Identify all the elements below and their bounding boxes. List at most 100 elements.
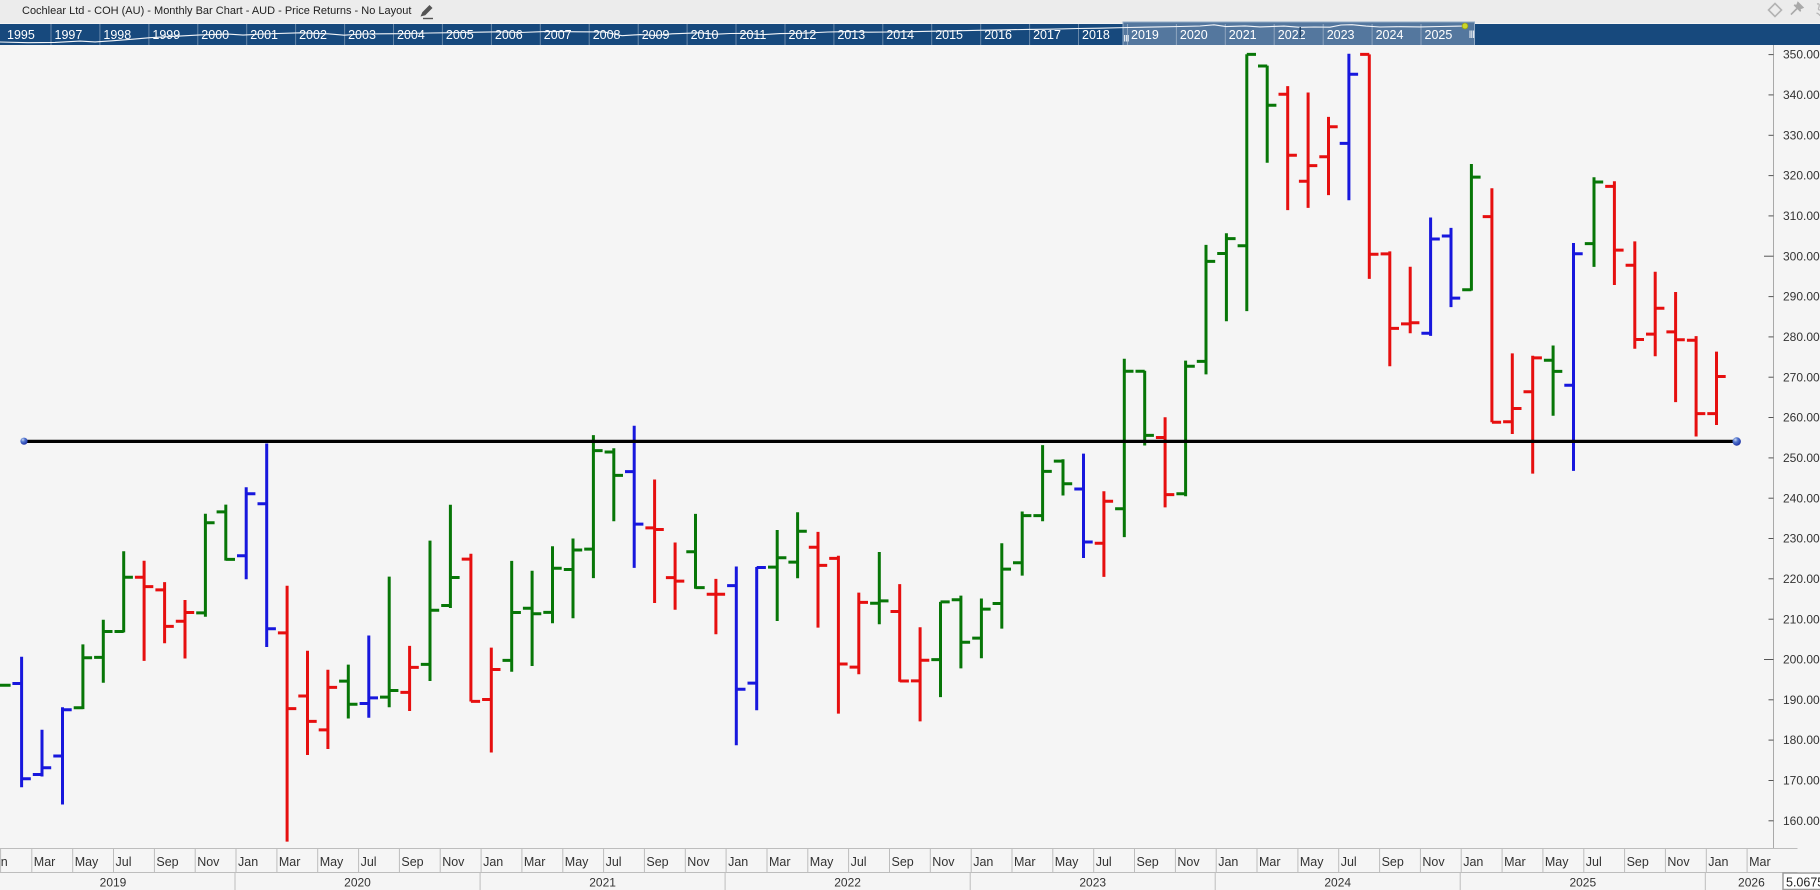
svg-text:2021: 2021 [1229, 28, 1257, 42]
svg-text:190.00: 190.00 [1783, 692, 1820, 706]
svg-text:Sep: Sep [1137, 855, 1159, 869]
svg-text:Jan: Jan [238, 855, 258, 869]
svg-text:May: May [1055, 855, 1079, 869]
svg-text:200.00: 200.00 [1783, 652, 1820, 666]
svg-text:May: May [810, 855, 834, 869]
svg-text:May: May [1545, 855, 1569, 869]
svg-text:Jul: Jul [606, 855, 622, 869]
svg-text:230.00: 230.00 [1783, 531, 1820, 545]
svg-text:May: May [1300, 855, 1324, 869]
svg-text:2023: 2023 [1079, 875, 1106, 889]
svg-text:280.00: 280.00 [1783, 330, 1820, 344]
svg-text:Jan: Jan [1218, 855, 1238, 869]
svg-text:2023: 2023 [1327, 28, 1355, 42]
svg-text:2021: 2021 [589, 875, 616, 889]
svg-text:2022: 2022 [1278, 28, 1306, 42]
svg-text:220.00: 220.00 [1783, 571, 1820, 585]
svg-text:1997: 1997 [55, 28, 83, 42]
svg-text:Nov: Nov [687, 855, 710, 869]
svg-text:Mar: Mar [1259, 855, 1281, 869]
svg-text:2010: 2010 [691, 28, 719, 42]
svg-text:2001: 2001 [250, 28, 278, 42]
svg-text:Mar: Mar [1749, 855, 1771, 869]
svg-text:2004: 2004 [397, 28, 425, 42]
svg-text:2007: 2007 [544, 28, 572, 42]
svg-text:2005: 2005 [446, 28, 474, 42]
svg-text:Jul: Jul [1586, 855, 1602, 869]
svg-text:250.00: 250.00 [1783, 451, 1820, 465]
svg-text:1999: 1999 [152, 28, 180, 42]
svg-text:Mar: Mar [1504, 855, 1526, 869]
svg-text:May: May [320, 855, 344, 869]
svg-text:Nov: Nov [197, 855, 220, 869]
svg-text:2024: 2024 [1376, 28, 1404, 42]
svg-text:Mar: Mar [34, 855, 56, 869]
svg-text:2013: 2013 [837, 28, 865, 42]
svg-text:2011: 2011 [740, 28, 767, 42]
svg-text:n: n [1, 855, 8, 869]
svg-text:Jul: Jul [1096, 855, 1112, 869]
svg-text:2025: 2025 [1425, 28, 1453, 42]
svg-text:1998: 1998 [103, 28, 131, 42]
svg-text:Jan: Jan [1463, 855, 1483, 869]
svg-text:290.00: 290.00 [1783, 289, 1820, 303]
svg-text:2003: 2003 [348, 28, 376, 42]
svg-text:Sep: Sep [156, 855, 178, 869]
svg-text:Nov: Nov [1667, 855, 1690, 869]
svg-text:Jan: Jan [483, 855, 503, 869]
svg-text:2017: 2017 [1033, 28, 1061, 42]
svg-text:2002: 2002 [299, 28, 327, 42]
svg-text:Jul: Jul [851, 855, 867, 869]
svg-text:Mar: Mar [769, 855, 791, 869]
svg-text:350.00: 350.00 [1783, 47, 1820, 61]
svg-text:340.00: 340.00 [1783, 88, 1820, 102]
svg-text:210.00: 210.00 [1783, 612, 1820, 626]
svg-text:Nov: Nov [442, 855, 465, 869]
svg-text:Jul: Jul [1341, 855, 1357, 869]
svg-text:Jul: Jul [116, 855, 132, 869]
svg-text:2019: 2019 [100, 875, 127, 889]
svg-text:2018: 2018 [1082, 28, 1110, 42]
svg-text:Sep: Sep [646, 855, 668, 869]
svg-text:Sep: Sep [1382, 855, 1404, 869]
svg-text:2022: 2022 [834, 875, 861, 889]
svg-text:Sep: Sep [1627, 855, 1649, 869]
svg-text:2026: 2026 [1738, 875, 1765, 889]
svg-text:180.00: 180.00 [1783, 733, 1820, 747]
svg-text:2025: 2025 [1569, 875, 1596, 889]
svg-text:Sep: Sep [892, 855, 914, 869]
svg-text:5.06757: 5.06757 [1786, 875, 1820, 889]
svg-text:Jan: Jan [728, 855, 748, 869]
svg-text:170.00: 170.00 [1783, 773, 1820, 787]
svg-text:160.00: 160.00 [1783, 813, 1820, 827]
svg-text:Jul: Jul [361, 855, 377, 869]
svg-text:Nov: Nov [1177, 855, 1200, 869]
svg-text:Jan: Jan [1708, 855, 1728, 869]
svg-text:May: May [565, 855, 589, 869]
svg-text:2012: 2012 [789, 28, 817, 42]
svg-text:2014: 2014 [886, 28, 914, 42]
svg-text:1995: 1995 [7, 28, 35, 42]
svg-text:2024: 2024 [1324, 875, 1351, 889]
svg-text:310.00: 310.00 [1783, 209, 1820, 223]
svg-text:Nov: Nov [1422, 855, 1445, 869]
svg-text:270.00: 270.00 [1783, 370, 1820, 384]
svg-text:330.00: 330.00 [1783, 128, 1820, 142]
svg-text:2016: 2016 [984, 28, 1012, 42]
svg-text:260.00: 260.00 [1783, 410, 1820, 424]
svg-text:May: May [75, 855, 99, 869]
svg-text:Mar: Mar [524, 855, 546, 869]
svg-text:2006: 2006 [495, 28, 523, 42]
svg-text:2019: 2019 [1131, 28, 1159, 42]
svg-text:Nov: Nov [932, 855, 955, 869]
svg-text:2020: 2020 [1180, 28, 1208, 42]
svg-text:Sep: Sep [401, 855, 423, 869]
svg-text:2020: 2020 [344, 875, 371, 889]
svg-text:300.00: 300.00 [1783, 249, 1820, 263]
svg-text:Jan: Jan [973, 855, 993, 869]
svg-text:Mar: Mar [279, 855, 301, 869]
svg-text:2015: 2015 [935, 28, 963, 42]
svg-text:Mar: Mar [1014, 855, 1036, 869]
svg-text:240.00: 240.00 [1783, 491, 1820, 505]
svg-text:320.00: 320.00 [1783, 168, 1820, 182]
